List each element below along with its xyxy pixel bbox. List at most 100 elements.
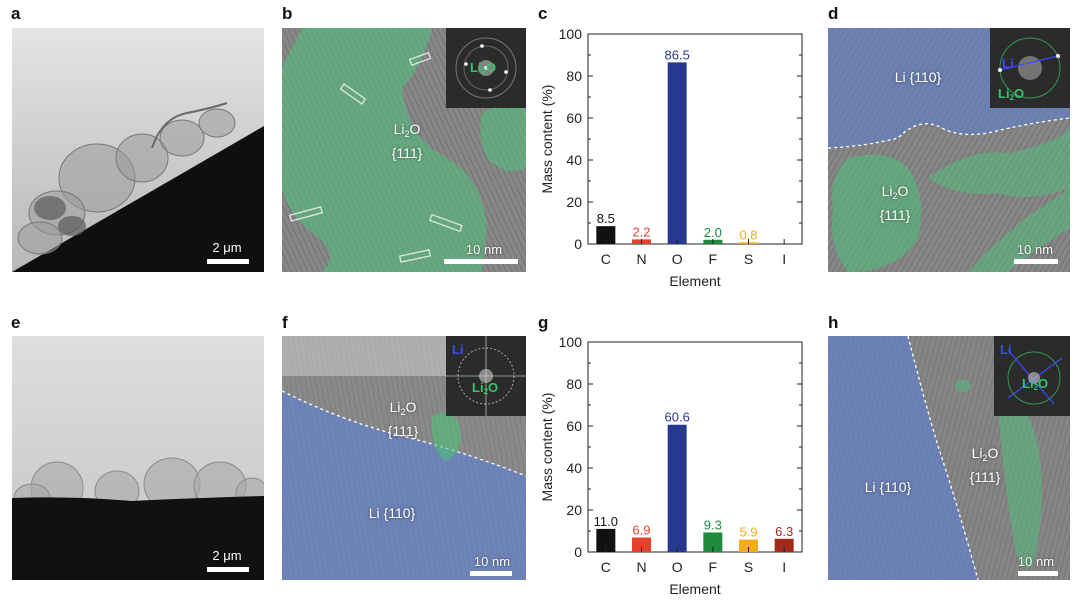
y-tick-label: 100: [559, 334, 583, 350]
x-tick-label-I: I: [782, 251, 786, 267]
micrograph-b-drawing: [282, 28, 526, 272]
bar-N: [632, 537, 651, 552]
scale-bar-label: 10 nm: [473, 554, 511, 569]
bar-F: [703, 532, 723, 552]
x-tick-label-S: S: [744, 559, 753, 575]
data-label-C: 8.5: [597, 211, 615, 226]
panel-label-h: h: [828, 313, 839, 332]
micrograph-e: 2 μm: [12, 336, 264, 580]
scale-bar: [207, 567, 249, 572]
data-label-O: 86.5: [665, 47, 690, 62]
chart-g: 0 20 40 60 80 100 Mass content (%) 11.0 C 6.9 N 60.…: [536, 330, 820, 611]
scale-bar-label: 2 μm: [212, 240, 242, 255]
phase-label-li2o: Li2O {111}: [879, 183, 911, 223]
fft-inset-f: Li Li2O: [446, 336, 526, 416]
panel-label-e: e: [11, 313, 21, 332]
data-label-S: 0.8: [739, 227, 757, 242]
fft-inset-b: Li2O: [446, 28, 526, 108]
y-tick-label: 60: [566, 110, 582, 126]
y-tick-label: 0: [574, 544, 582, 560]
micrograph-f: Li2O {111} Li {110} Li Li2O 10 nm: [282, 336, 526, 580]
panel-label-c: c: [538, 4, 548, 23]
bar-C: [596, 226, 616, 244]
phase-label-li: Li {110}: [894, 69, 942, 85]
inset-label-li2o: Li2O: [472, 380, 499, 396]
y-tick-label: 40: [566, 460, 582, 476]
panel-label-f: f: [282, 313, 288, 332]
data-label-N: 6.9: [632, 523, 650, 538]
x-tick-label-O: O: [672, 251, 683, 267]
phase-label-li2o: Li2O {111}: [969, 445, 1001, 485]
inset-label-li: Li: [452, 342, 464, 357]
micrograph-a: 2 μm: [12, 28, 264, 272]
inset-label-li2o: Li2O: [998, 86, 1025, 102]
y-tick-label: 100: [559, 26, 583, 42]
micrograph-e-drawing: [12, 336, 264, 580]
y-tick-label: 60: [566, 418, 582, 434]
scale-bar: [1014, 259, 1058, 264]
phase-label-li2o: Li2O {111}: [391, 121, 423, 161]
panel-label-g: g: [538, 313, 549, 332]
y-tick-label: 80: [566, 376, 582, 392]
phase-label-li: Li {110}: [864, 479, 912, 495]
x-tick-label-C: C: [601, 251, 611, 267]
plot-frame: [587, 341, 803, 553]
data-label-S: 5.9: [739, 525, 757, 540]
x-tick-label-I: I: [782, 559, 786, 575]
micrograph-h: Li {110} Li2O {111} Li Li2O 10 nm: [828, 336, 1070, 580]
y-axis-label: Mass content (%): [539, 85, 555, 194]
scale-bar: [444, 259, 518, 264]
inset-label-li: Li: [1000, 342, 1012, 357]
x-tick-label-S: S: [744, 251, 753, 267]
scale-bar: [470, 571, 512, 576]
micrograph-d: Li {110} Li2O {111} Li Li2O 10 nm: [828, 28, 1070, 272]
micrograph-a-drawing: [12, 28, 264, 272]
data-label-N: 2.2: [632, 224, 650, 239]
x-tick-label-C: C: [601, 559, 611, 575]
bar-I: [774, 538, 794, 552]
bar-S: [739, 539, 758, 552]
data-label-I: 6.3: [775, 524, 793, 539]
scale-bar: [207, 259, 249, 264]
x-tick-label-F: F: [709, 559, 718, 575]
y-tick-label: 40: [566, 152, 582, 168]
inset-label-li: Li: [1002, 56, 1014, 71]
chart-c-svg: 0 20 40 60 80 100 Mass content (%) 8.5 C 2.2 N 86.5…: [539, 26, 803, 289]
bar-O: [667, 424, 687, 552]
plot-frame: [587, 33, 803, 245]
y-axis-label: Mass content (%): [539, 393, 555, 502]
x-tick-label-N: N: [636, 251, 646, 267]
panel-label-a: a: [11, 4, 21, 23]
y-tick-label: 20: [566, 194, 582, 210]
micrograph-b: Li2O {111} Li2O 10 nm: [282, 28, 526, 272]
inset-label-li2o: Li2O: [1022, 376, 1049, 392]
data-label-O: 60.6: [665, 410, 690, 425]
y-tick-label: 20: [566, 502, 582, 518]
fft-inset-d: Li Li2O: [990, 28, 1070, 108]
scale-bar: [1018, 571, 1058, 576]
y-tick-label: 0: [574, 236, 582, 252]
scale-bar-label: 10 nm: [1016, 242, 1054, 257]
chart-c: 0 20 40 60 80 100 Mass content (%) 8.5 C 2.2 N 86.5…: [536, 22, 820, 304]
data-label-F: 2.0: [704, 225, 722, 240]
x-tick-label-N: N: [636, 559, 646, 575]
y-tick-label: 80: [566, 68, 582, 84]
data-label-C: 11.0: [594, 514, 618, 529]
panel-label-d: d: [828, 4, 839, 23]
x-axis-label: Element: [669, 581, 720, 597]
x-tick-label-F: F: [709, 251, 718, 267]
x-tick-label-O: O: [672, 559, 683, 575]
bar-C: [596, 528, 616, 552]
inset-label-li2o: Li2O: [470, 60, 497, 76]
x-axis-label: Element: [669, 273, 720, 289]
panel-label-b: b: [282, 4, 293, 23]
fft-inset-h: Li Li2O: [994, 336, 1070, 416]
data-label-F: 9.3: [704, 517, 722, 532]
bar-O: [667, 62, 687, 244]
chart-g-svg: 0 20 40 60 80 100 Mass content (%) 11.0 C 6.9 N 60.…: [539, 334, 803, 597]
phase-label-li2o: Li2O {111}: [387, 399, 419, 439]
scale-bar-label: 10 nm: [465, 242, 503, 257]
scale-bar-label: 2 μm: [212, 548, 242, 563]
phase-label-li: Li {110}: [368, 505, 416, 521]
scale-bar-label: 10 nm: [1017, 554, 1055, 569]
